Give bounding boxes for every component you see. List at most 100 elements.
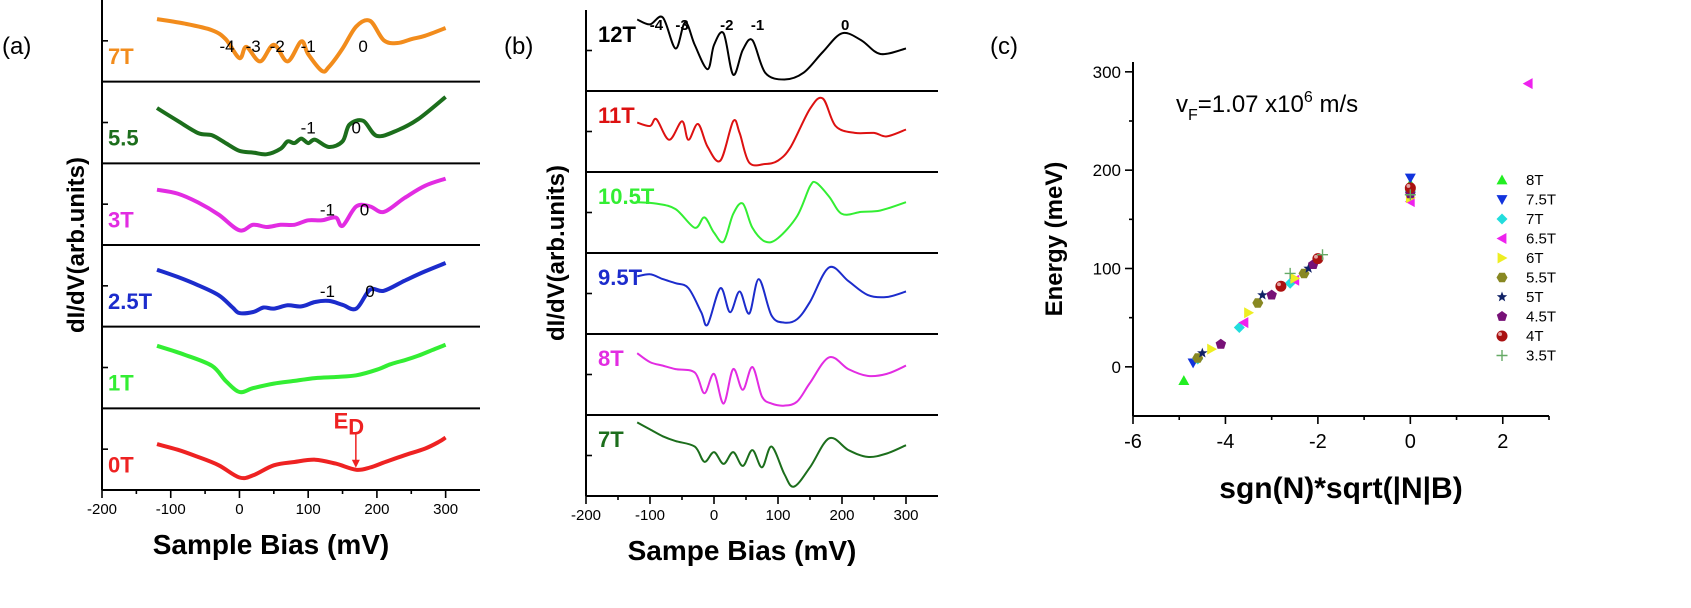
- vf-v: v: [1176, 91, 1188, 118]
- y-tick-label: 300: [1093, 63, 1121, 82]
- series-curve-1T: [156, 342, 447, 395]
- x-tick-label: 200: [829, 507, 854, 524]
- legend-marker: [1496, 330, 1508, 342]
- y-axis-label: Energy (meV): [1041, 162, 1068, 317]
- series-label: 11T: [598, 103, 635, 128]
- dirac-point-label-sub: D: [348, 414, 364, 439]
- landau-level-label: -2: [270, 37, 285, 56]
- data-point-7T: [1233, 322, 1245, 333]
- dirac-point-label: ED: [334, 408, 365, 439]
- x-tick-label: -6: [1124, 431, 1142, 453]
- landau-level-label: 0: [360, 200, 369, 219]
- landau-level-label: -1: [301, 37, 316, 56]
- data-point-5T: [1257, 289, 1268, 300]
- x-tick-label: -2: [1309, 431, 1327, 453]
- series-curve-8T: [636, 352, 907, 407]
- series-curve-11T: [636, 96, 907, 167]
- x-tick-label: -200: [87, 501, 117, 518]
- data-point-4T-highlight: [1277, 282, 1281, 287]
- series-label: 1T: [108, 371, 134, 396]
- series-label: 2.5T: [108, 289, 153, 314]
- legend-marker: [1497, 252, 1508, 264]
- landau-level-label: -4: [220, 37, 235, 56]
- x-tick-label: 2: [1497, 431, 1508, 453]
- series-label: 3T: [108, 207, 134, 232]
- legend-marker: [1496, 272, 1508, 283]
- data-point-5T: [1303, 263, 1314, 273]
- legend-marker: [1496, 233, 1507, 244]
- landau-level-label: -1: [301, 119, 316, 138]
- x-tick-label: 100: [765, 507, 790, 524]
- landau-level-label: -1: [320, 200, 335, 219]
- series-label: 7T: [108, 44, 134, 69]
- data-point-6T: [1207, 343, 1218, 355]
- legend-label: 5T: [1526, 289, 1544, 306]
- x-tick-label: 0: [1405, 431, 1416, 453]
- landau-level-label: 0: [365, 282, 374, 301]
- landau-level-label: -2: [720, 17, 733, 34]
- data-point-3.5T: [1404, 189, 1416, 201]
- data-point-4T-highlight: [1406, 184, 1411, 188]
- x-tick-label: 0: [235, 501, 243, 518]
- data-point-6.5T: [1238, 317, 1249, 329]
- data-point-8T: [1178, 375, 1190, 385]
- landau-level-label: 0: [352, 119, 361, 138]
- data-point-6T: [1244, 307, 1255, 319]
- panel-label: (a): [2, 33, 31, 60]
- series-curve-7T: [156, 17, 447, 74]
- series-label: 12T: [598, 22, 636, 47]
- data-point-5.5T: [1252, 298, 1264, 308]
- legend-label: 5.5T: [1526, 270, 1556, 287]
- x-tick-label: 300: [433, 501, 458, 518]
- data-point-4.5T: [1215, 338, 1227, 349]
- series-label: 9.5T: [598, 265, 643, 290]
- legend-label: 3.5T: [1526, 348, 1556, 365]
- data-point-4.5T: [1266, 289, 1277, 300]
- x-axis-label: Sampe Bias (mV): [628, 535, 857, 566]
- x-axis-label: Sample Bias (mV): [153, 529, 390, 560]
- vf-units: m/s: [1313, 91, 1358, 118]
- series-label: 7T: [598, 427, 624, 452]
- data-point-6T: [1290, 272, 1301, 284]
- vf-value: =1.07 x10: [1198, 91, 1304, 118]
- panel-label: (b): [504, 33, 533, 60]
- y-tick-label: 100: [1093, 260, 1121, 279]
- dirac-point-arrowhead: [351, 459, 360, 468]
- legend-marker: [1496, 174, 1508, 185]
- series-curve-7T: [636, 421, 907, 488]
- y-axis-label: dI/dV(arb.units): [63, 157, 90, 333]
- data-point-4T: [1275, 280, 1287, 292]
- dirac-point-label-main: E: [334, 408, 349, 433]
- series-curve-12T: [636, 15, 907, 81]
- data-point-6.5T: [1522, 78, 1533, 90]
- y-tick-label: 0: [1112, 358, 1121, 377]
- legend-marker: [1496, 195, 1508, 205]
- landau-level-label: -3: [246, 37, 261, 56]
- vf-sub: F: [1188, 107, 1198, 124]
- x-tick-label: 200: [364, 501, 389, 518]
- panel-b: (b) -200 -100 0 100 200 300 Sampe Bias (mV) dI/d…: [504, 10, 938, 566]
- legend-label: 8T: [1526, 172, 1544, 189]
- data-point-4T-highlight: [1314, 254, 1318, 259]
- legend-marker-highlight: [1498, 332, 1502, 337]
- series-curve-9.5T: [637, 265, 907, 327]
- x-tick-label: -4: [1217, 431, 1235, 453]
- landau-level-label: -1: [751, 17, 764, 34]
- landau-level-label: -4: [650, 17, 664, 34]
- data-point-7.5T: [1404, 173, 1416, 184]
- landau-level-label: 0: [358, 37, 367, 56]
- series-label: 8T: [598, 346, 624, 371]
- series-label: 10.5T: [598, 184, 655, 209]
- panel-label: (c): [990, 33, 1018, 60]
- series-curve-5.5: [155, 95, 447, 157]
- y-tick-label: 200: [1093, 161, 1121, 180]
- x-tick-label: -200: [571, 507, 601, 524]
- x-tick-label: 100: [296, 501, 321, 518]
- fermi-velocity-annotation: vF=1.07 x106 m/s: [1176, 89, 1358, 124]
- landau-level-label: -3: [675, 17, 688, 34]
- y-axis-label: dI/dV(arb.units): [543, 165, 570, 341]
- legend-label: 6.5T: [1526, 231, 1556, 248]
- landau-level-label: 0: [841, 17, 849, 34]
